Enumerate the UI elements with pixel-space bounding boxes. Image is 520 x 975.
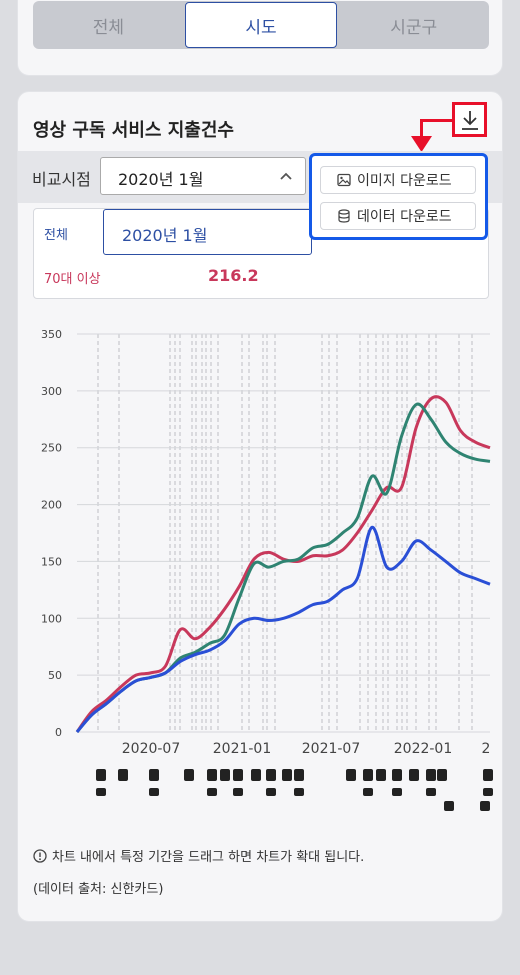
event-marker-icon [426, 769, 436, 781]
event-marker-icon [437, 769, 447, 781]
event-marker-icon [266, 769, 276, 781]
region-tabs: 전체 시도 시군구 [33, 1, 489, 49]
event-marker-icon [409, 769, 419, 781]
event-marker-icon [207, 769, 217, 781]
series-line-2 [75, 525, 491, 733]
series-line-1 [75, 402, 491, 733]
region-card: 전체 시도 시군구 [17, 0, 503, 76]
event-marker-icon [480, 801, 490, 811]
compare-period-value: 2020년 1월 [118, 170, 204, 189]
event-marker-icon [392, 769, 402, 781]
image-download-label: 이미지 다운로드 [357, 173, 452, 189]
download-icon [461, 110, 478, 130]
event-marker-icon [426, 788, 436, 796]
event-marker-icon [251, 769, 261, 781]
download-button[interactable] [452, 102, 487, 137]
tab-sido[interactable]: 시도 [184, 2, 338, 48]
tab-all[interactable]: 전체 [92, 17, 124, 38]
chart-note: 차트 내에서 특정 기간을 드래그 하면 차트가 확대 됩니다. [33, 846, 364, 865]
event-marker-icon [363, 788, 373, 796]
y-tick-label: 50 [48, 669, 62, 682]
chart-note-text: 차트 내에서 특정 기간을 드래그 하면 차트가 확대 됩니다. [52, 850, 365, 865]
image-download-button[interactable]: 이미지 다운로드 [320, 166, 476, 194]
compare-label: 비교시점 [32, 170, 91, 189]
annotation-arrow-stem [420, 119, 423, 139]
info-circle-icon [33, 848, 47, 863]
event-marker-icon [96, 788, 106, 796]
compare-period-select[interactable]: 2020년 1월 [100, 157, 306, 195]
age-group-label: 70대 이상 [44, 272, 101, 287]
x-tick-label: 2021-07 [302, 741, 361, 757]
chevron-up-icon [280, 172, 292, 180]
event-marker-icon [376, 769, 386, 781]
age-group-value: 216.2 [208, 266, 259, 285]
event-marker-icon [282, 769, 292, 781]
y-tick-label: 300 [41, 385, 62, 398]
event-marker-icon [363, 769, 373, 781]
y-tick-label: 250 [41, 442, 62, 455]
event-marker-icon [220, 769, 230, 781]
data-source: (데이터 출처: 신한카드) [33, 882, 164, 897]
annotation-arrow-head [411, 136, 432, 152]
y-tick-label: 350 [41, 328, 62, 341]
x-tick-label: 2020-07 [122, 741, 181, 757]
event-marker-icon [149, 769, 159, 781]
period-dropdown[interactable]: 2020년 1월 [103, 209, 312, 255]
y-tick-label: 100 [41, 612, 62, 625]
period-dropdown-value: 2020년 1월 [122, 226, 208, 245]
annotation-arrow [420, 119, 452, 122]
event-marker-icon [294, 769, 304, 781]
all-label: 전체 [44, 228, 68, 243]
event-marker-icon [483, 769, 493, 781]
event-marker-icon [184, 769, 194, 781]
chart-card: 영상 구독 서비스 지출건수 비교시점 2020년 1월 전체 2020년 1월… [17, 91, 503, 922]
download-menu: 이미지 다운로드 데이터 다운로드 [309, 153, 488, 240]
event-marker-icon [294, 788, 304, 796]
x-tick-label: 2021-01 [213, 741, 272, 757]
y-tick-label: 200 [41, 499, 62, 512]
event-marker-icon [233, 788, 243, 796]
event-marker-icon [207, 788, 217, 796]
series-line-0 [75, 395, 491, 733]
event-marker-icon [96, 769, 106, 781]
event-marker-icon [346, 769, 356, 781]
card-title: 영상 구독 서비스 지출건수 [33, 120, 234, 141]
event-marker-icon [266, 788, 276, 796]
event-marker-icon [149, 788, 159, 796]
event-marker-icon [233, 769, 243, 781]
y-tick-label: 0 [55, 726, 62, 739]
comparison-info: 전체 2020년 1월 70대 이상 216.2 [33, 208, 489, 299]
x-tick-label: 2 [482, 741, 491, 757]
y-tick-label: 150 [41, 555, 62, 568]
data-download-label: 데이터 다운로드 [357, 209, 452, 225]
event-marker-icon [392, 788, 402, 796]
event-marker-icon [444, 801, 454, 811]
tab-sigungu[interactable]: 시군구 [390, 17, 438, 38]
event-marker-icon [118, 769, 128, 781]
x-tick-label: 2022-01 [394, 741, 453, 757]
line-chart[interactable]: 0 50 100 150 200 250 300 350 2020-07 2021-01 2021-… [18, 322, 502, 842]
event-marker-icon [483, 788, 493, 796]
image-icon [337, 173, 351, 187]
data-download-button[interactable]: 데이터 다운로드 [320, 202, 476, 230]
database-icon [338, 209, 350, 223]
